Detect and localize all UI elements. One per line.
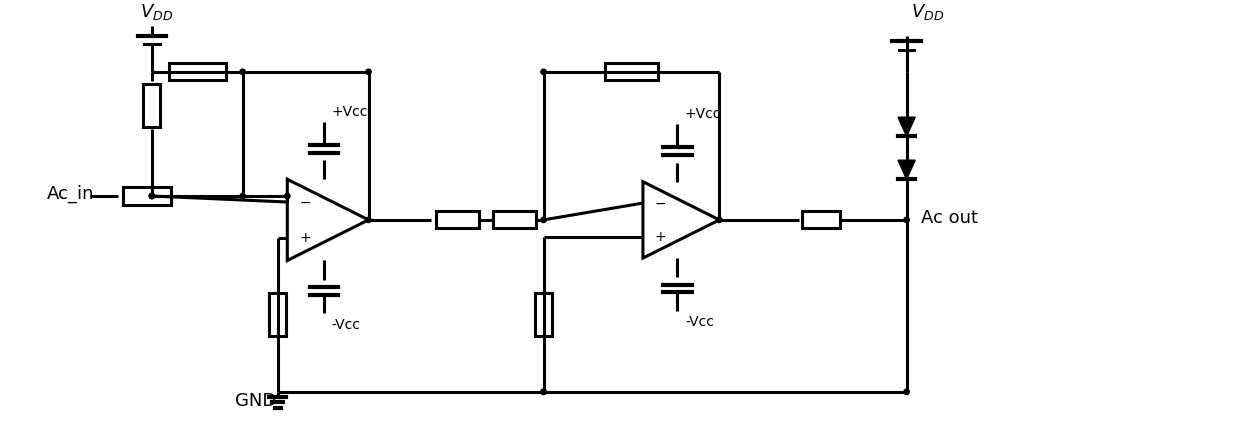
Text: $+$: $+$ bbox=[299, 231, 311, 245]
Polygon shape bbox=[898, 117, 915, 136]
Bar bbox=[436, 211, 479, 228]
Bar bbox=[269, 293, 286, 336]
Text: +Vcc: +Vcc bbox=[684, 108, 722, 121]
Text: +Vcc: +Vcc bbox=[331, 105, 368, 119]
Text: $V_{DD}$: $V_{DD}$ bbox=[911, 2, 945, 22]
Circle shape bbox=[904, 217, 909, 223]
Circle shape bbox=[541, 217, 547, 223]
Bar bbox=[169, 63, 226, 80]
Text: $+$: $+$ bbox=[655, 230, 667, 244]
Bar bbox=[123, 187, 171, 205]
Bar bbox=[534, 293, 552, 336]
Circle shape bbox=[149, 193, 155, 199]
Circle shape bbox=[241, 69, 246, 75]
Circle shape bbox=[541, 69, 547, 75]
Circle shape bbox=[541, 389, 547, 395]
Circle shape bbox=[904, 389, 909, 395]
Circle shape bbox=[285, 193, 290, 199]
Text: GND: GND bbox=[234, 392, 277, 411]
Text: Ac_in: Ac_in bbox=[47, 185, 94, 203]
Circle shape bbox=[241, 193, 246, 199]
Bar bbox=[801, 211, 839, 228]
Polygon shape bbox=[898, 160, 915, 179]
Text: $-$: $-$ bbox=[655, 196, 667, 210]
Text: -Vcc: -Vcc bbox=[684, 315, 714, 329]
Text: $-$: $-$ bbox=[299, 195, 311, 209]
Circle shape bbox=[366, 217, 371, 223]
Circle shape bbox=[149, 193, 155, 199]
Bar bbox=[605, 63, 657, 80]
Circle shape bbox=[541, 389, 547, 395]
Text: $V_{DD}$: $V_{DD}$ bbox=[140, 2, 174, 22]
Text: -Vcc: -Vcc bbox=[331, 318, 361, 332]
Text: Ac out: Ac out bbox=[921, 209, 978, 227]
Bar bbox=[144, 84, 160, 127]
Circle shape bbox=[366, 69, 371, 75]
Circle shape bbox=[717, 217, 722, 223]
Bar bbox=[494, 211, 537, 228]
